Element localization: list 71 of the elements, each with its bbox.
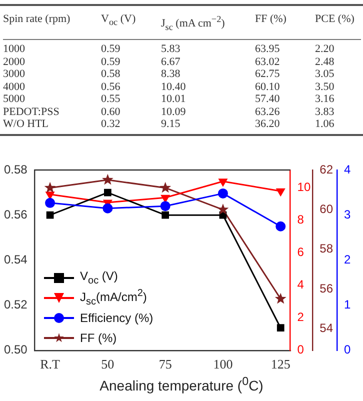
text: 3.16: [315, 93, 336, 106]
y-tick-label: 0.56: [4, 207, 28, 222]
legend-label: J$_{sc}$(mA/cm$^{2}$): [80, 288, 147, 308]
text: 3.50: [315, 80, 336, 94]
y2-tick-label: 0: [297, 342, 304, 357]
x-tick-label: 125: [270, 356, 290, 372]
text: 57.40: [255, 93, 281, 106]
x-tick-label: 50: [101, 356, 114, 372]
legend-label: V$_{oc}$ (V): [80, 269, 118, 287]
y-tick-label: 0: [344, 342, 351, 357]
text: 10.09: [161, 106, 187, 118]
text: W/O HTL: [3, 118, 50, 131]
text: 1.06: [315, 118, 336, 131]
text: 60.10: [255, 80, 281, 94]
x-tick-label: R.T: [40, 356, 60, 372]
text: 5000: [3, 93, 26, 106]
y3-tick-label: 62: [320, 162, 334, 176]
legend-label: FF (%): [80, 331, 117, 345]
text: 3.05: [315, 68, 336, 81]
text: 0.60: [101, 106, 122, 118]
text: PCE (%): [315, 6, 361, 40]
text: 2.20: [315, 43, 336, 56]
text: 0.59: [101, 43, 122, 56]
text: 0.32: [101, 118, 122, 131]
y-tick-label: 0.50: [4, 342, 28, 357]
text: 0.58: [101, 68, 122, 81]
text: 8.38: [161, 68, 182, 81]
y-tick-label: 0.52: [4, 298, 28, 312]
y3-tick-label: 54: [320, 320, 334, 335]
text: 0.56: [101, 80, 122, 94]
text: 10.01: [161, 93, 187, 106]
text: FF (%): [255, 6, 315, 40]
text: V$_{oc}$ (V): [101, 6, 161, 40]
y2-tick-label: 4: [297, 278, 304, 292]
y-tick-label: 3: [344, 207, 351, 222]
text: 4000: [3, 80, 26, 94]
text: 36.20: [255, 118, 281, 131]
x-tick-label: 100: [213, 356, 233, 372]
y-tick-label: 0.54: [4, 252, 28, 267]
text: 3.83: [315, 106, 336, 118]
text: 9.15: [161, 118, 182, 131]
y-tick-label: 4: [344, 162, 351, 176]
text: 2000: [3, 56, 26, 68]
text: J$_{sc}$ (mA cm$^{−2}$): [161, 6, 255, 40]
text: 5.83: [161, 43, 182, 56]
text: 0.59: [101, 56, 122, 68]
y2-tick-label: 2: [297, 310, 304, 324]
x-tick-label: 75: [158, 356, 172, 372]
x-axis-title: Anealing temperature ($^{0}$C): [98, 375, 264, 394]
text: 3000: [3, 68, 26, 81]
text: 10.40: [161, 80, 187, 94]
text: PEDOT:PSS: [3, 106, 60, 118]
text: 2.48: [315, 56, 336, 68]
text: 62.75: [255, 68, 281, 81]
y3-tick-label: 60: [320, 202, 334, 216]
y3-tick-label: 58: [320, 242, 334, 256]
y2-tick-label: 8: [297, 212, 304, 227]
y-tick-label: 2: [344, 252, 351, 267]
text: 63.02: [255, 56, 281, 68]
legend-label: Efficiency (%): [80, 311, 154, 325]
text: 1000: [3, 43, 26, 56]
text: 63.95: [255, 43, 281, 56]
text: 6.67: [161, 56, 182, 68]
text: 63.26: [255, 106, 281, 118]
text: Spin rate (rpm): [3, 6, 101, 40]
y2-tick-label: 10: [297, 180, 311, 194]
y-tick-label: 1: [344, 298, 351, 312]
y-tick-label: 0.58: [4, 162, 28, 176]
y2-tick-label: 6: [297, 245, 304, 260]
text: 0.55: [101, 93, 122, 106]
y3-tick-label: 56: [320, 281, 334, 296]
